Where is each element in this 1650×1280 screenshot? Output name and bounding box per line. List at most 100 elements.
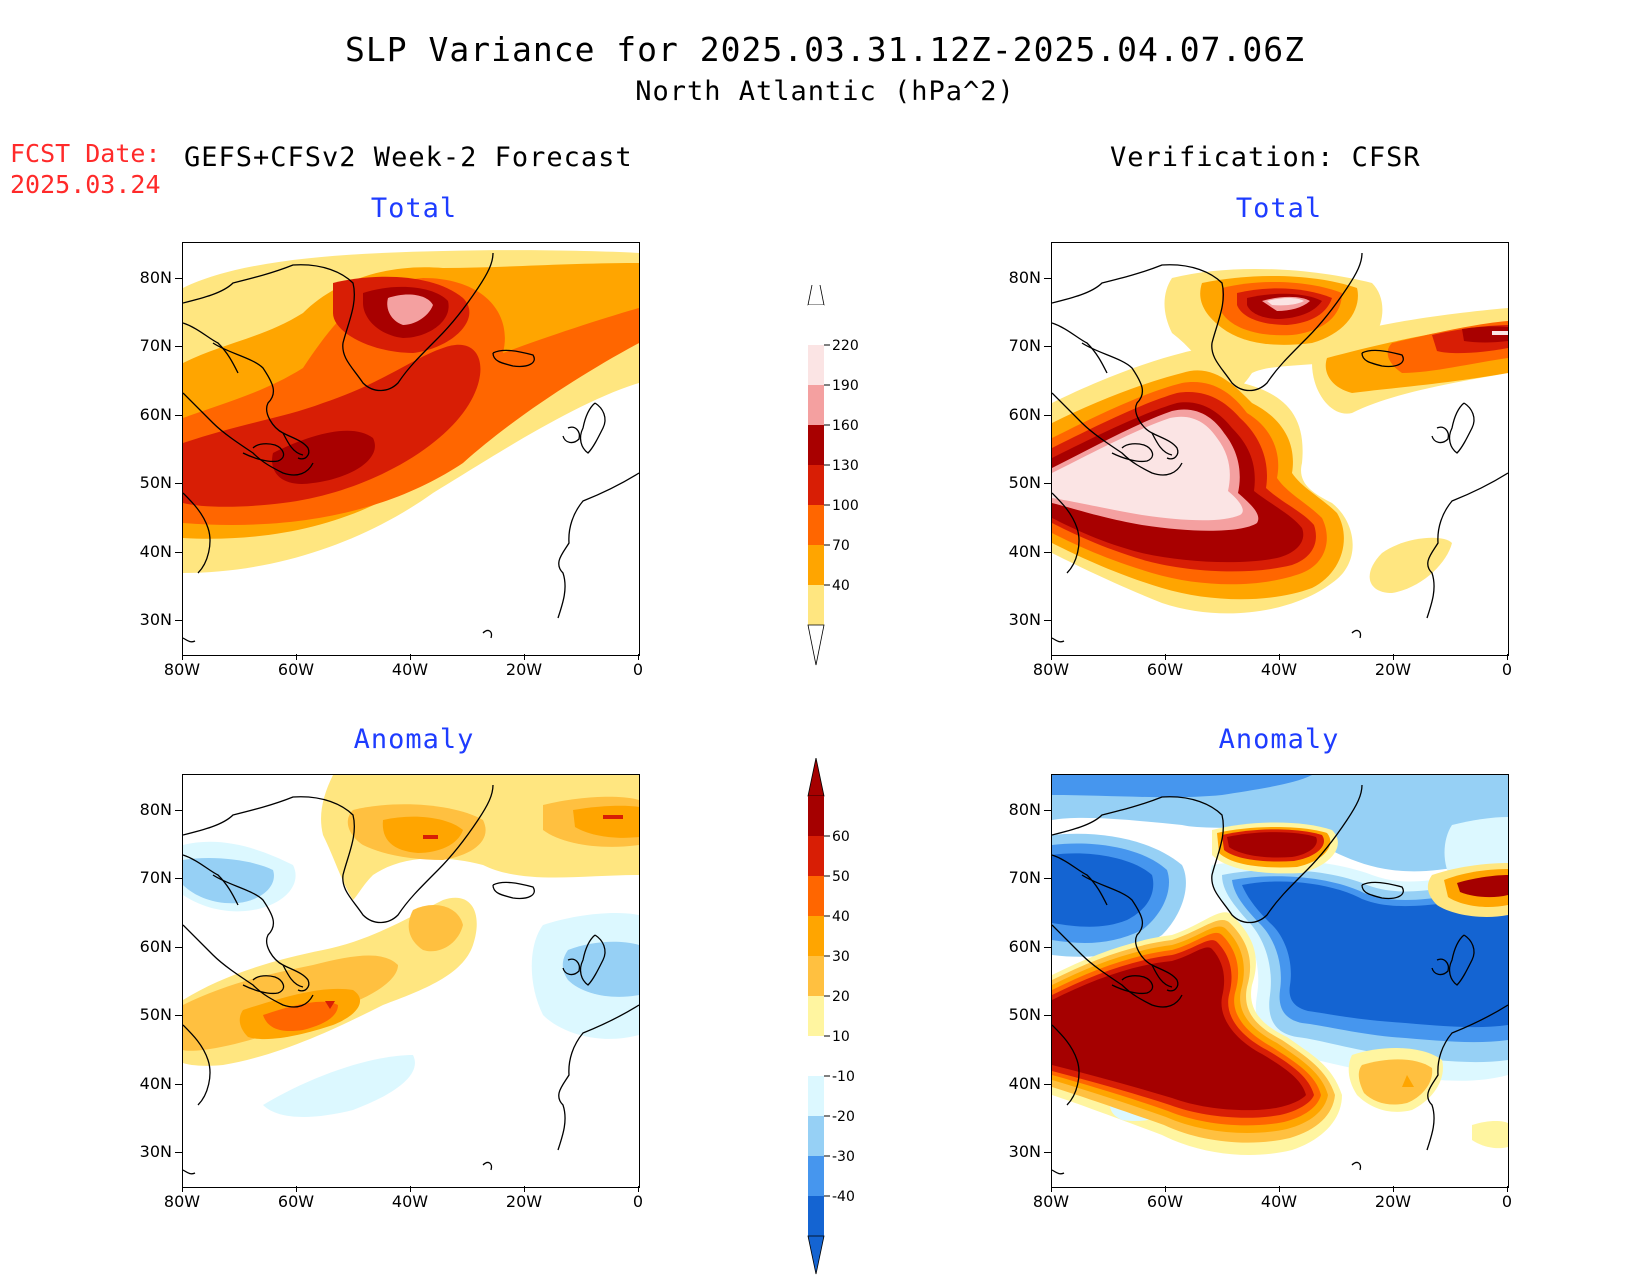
- lon-tick-label: 0: [632, 660, 644, 679]
- lon-tick-label: 20W: [1374, 1192, 1412, 1211]
- lat-tick-mark: [175, 620, 182, 621]
- lon-tick-mark: [1051, 654, 1052, 660]
- colorbar-swatch: [808, 465, 824, 505]
- lat-tick-label: 80N: [1008, 800, 1041, 819]
- verification-anomaly-map: [1051, 774, 1509, 1188]
- fcst-block: FCST Date: 2025.03.24: [10, 138, 161, 200]
- lat-tick-label: 80N: [1008, 268, 1041, 287]
- lon-tick-mark: [296, 654, 297, 660]
- lat-tick-mark: [175, 1015, 182, 1016]
- fcst-date: 2025.03.24: [10, 170, 161, 199]
- colorbar-swatch: [808, 545, 824, 585]
- lon-tick-label: 80W: [163, 1192, 201, 1211]
- colorbar-label: 30: [832, 949, 850, 965]
- colorbar-graphic: 60 50 40 30 20 10 -10 -20 -30 -40: [807, 757, 855, 1275]
- forecast-anomaly-title: Anomaly: [353, 724, 475, 755]
- colorbar-swatch: [808, 916, 824, 956]
- colorbar-label: 40: [832, 909, 850, 925]
- coastlines: [183, 252, 639, 643]
- lat-tick-mark: [175, 878, 182, 879]
- lat-tick-mark: [1044, 278, 1051, 279]
- colorbar-bottom-arrow: [807, 624, 825, 666]
- lat-tick-label: 50N: [139, 1005, 172, 1024]
- lon-tick-label: 40W: [391, 1192, 429, 1211]
- lon-tick-label: 60W: [277, 660, 315, 679]
- colorbar-swatch: [808, 1156, 824, 1196]
- total-colorbar: 220 190 160 130 100 70 40: [800, 264, 880, 666]
- lon-tick-mark: [1393, 1186, 1394, 1192]
- lat-tick-label: 50N: [1008, 1005, 1041, 1024]
- fcst-label: FCST Date:: [10, 139, 161, 168]
- lat-tick-mark: [1044, 346, 1051, 347]
- lon-tick-mark: [182, 654, 183, 660]
- lon-tick-mark: [296, 1186, 297, 1192]
- lon-tick-mark: [182, 1186, 183, 1192]
- lat-tick-mark: [175, 1152, 182, 1153]
- lon-tick-mark: [524, 654, 525, 660]
- lat-tick-label: 70N: [1008, 868, 1041, 887]
- forecast-anomaly-contours: [183, 775, 639, 1117]
- left-column-header: GEFS+CFSv2 Week-2 Forecast: [184, 142, 633, 173]
- lat-tick-label: 30N: [139, 1142, 172, 1161]
- lat-tick-mark: [175, 278, 182, 279]
- lon-tick-mark: [524, 1186, 525, 1192]
- colorbar-bottom-arrow: [807, 1235, 825, 1275]
- colorbar-swatch: [808, 996, 824, 1036]
- lat-tick-label: 60N: [139, 405, 172, 424]
- lat-tick-mark: [1044, 620, 1051, 621]
- lon-tick-mark: [1165, 1186, 1166, 1192]
- lon-tick-mark: [410, 1186, 411, 1192]
- lat-tick-mark: [175, 415, 182, 416]
- lon-tick-label: 60W: [277, 1192, 315, 1211]
- colorbar-label: -20: [832, 1109, 855, 1125]
- lon-tick-label: 80W: [163, 660, 201, 679]
- lat-tick-label: 50N: [1008, 473, 1041, 492]
- lat-tick-mark: [175, 552, 182, 553]
- lon-tick-label: 0: [1501, 660, 1513, 679]
- colorbar-swatch: [808, 425, 824, 465]
- verification-total-contours: [1052, 268, 1508, 614]
- lon-tick-label: 20W: [505, 1192, 543, 1211]
- lat-tick-mark: [1044, 947, 1051, 948]
- verification-total-title: Total: [1235, 193, 1323, 224]
- colorbar-label: 130: [832, 458, 859, 474]
- lon-tick-mark: [410, 654, 411, 660]
- colorbar-swatch: [808, 385, 824, 425]
- colorbar-label: 190: [832, 378, 859, 394]
- lat-tick-mark: [1044, 1084, 1051, 1085]
- colorbar-swatch: [808, 345, 824, 385]
- lon-tick-mark: [638, 654, 639, 660]
- forecast-total-map: [182, 242, 640, 656]
- colorbar-label: 10: [832, 1029, 850, 1045]
- lon-tick-label: 0: [632, 1192, 644, 1211]
- lat-tick-label: 70N: [139, 336, 172, 355]
- main-title: SLP Variance for 2025.03.31.12Z-2025.04.…: [345, 30, 1305, 69]
- lat-tick-mark: [1044, 552, 1051, 553]
- lat-tick-label: 40N: [139, 1074, 172, 1093]
- lat-tick-mark: [1044, 415, 1051, 416]
- colorbar-swatch: [808, 1036, 824, 1076]
- lon-tick-label: 80W: [1032, 1192, 1070, 1211]
- lat-tick-label: 40N: [139, 542, 172, 561]
- lat-tick-mark: [175, 483, 182, 484]
- forecast-total-contours: [183, 250, 639, 573]
- colorbar-graphic: 220 190 160 130 100 70 40: [807, 264, 859, 666]
- lon-tick-label: 0: [1501, 1192, 1513, 1211]
- colorbar-label: -40: [832, 1189, 855, 1205]
- lat-tick-label: 30N: [1008, 610, 1041, 629]
- colorbar-swatch: [808, 505, 824, 545]
- lon-tick-label: 40W: [1260, 660, 1298, 679]
- lon-tick-label: 20W: [1374, 660, 1412, 679]
- lon-tick-mark: [638, 1186, 639, 1192]
- colorbar-swatch: [808, 876, 824, 916]
- lon-tick-mark: [1279, 1186, 1280, 1192]
- lat-tick-label: 70N: [139, 868, 172, 887]
- lat-tick-label: 60N: [1008, 405, 1041, 424]
- lat-tick-label: 30N: [1008, 1142, 1041, 1161]
- lat-tick-mark: [175, 346, 182, 347]
- lon-tick-label: 80W: [1032, 660, 1070, 679]
- colorbar-swatch: [808, 1196, 824, 1236]
- lon-tick-label: 20W: [505, 660, 543, 679]
- colorbar-label: 100: [832, 498, 859, 514]
- lat-tick-mark: [175, 1084, 182, 1085]
